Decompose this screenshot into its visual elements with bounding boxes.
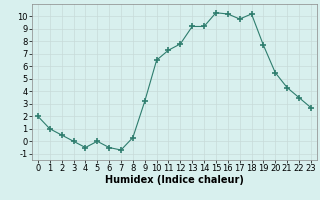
- X-axis label: Humidex (Indice chaleur): Humidex (Indice chaleur): [105, 175, 244, 185]
